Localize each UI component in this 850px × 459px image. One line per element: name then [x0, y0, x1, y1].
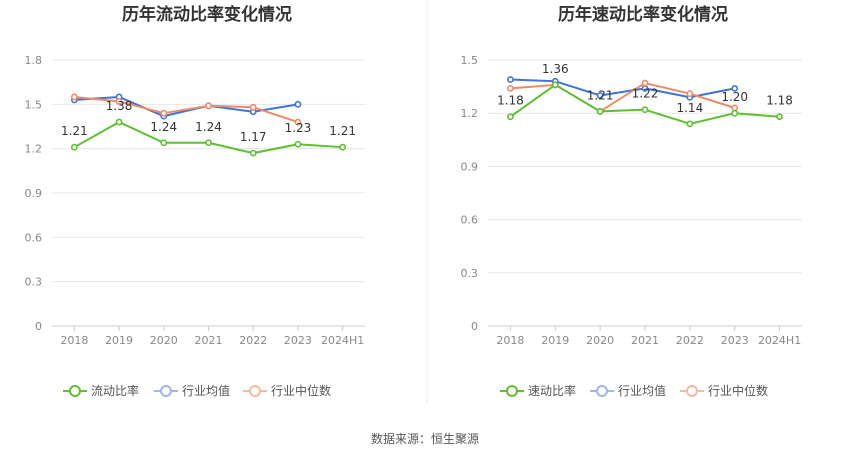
data-point [641, 79, 649, 87]
data-label: 1.18 [766, 94, 793, 108]
legend-label: 行业中位数 [708, 383, 768, 398]
x-tick-label: 2018 [60, 334, 88, 347]
x-tick-label: 2022 [676, 334, 704, 347]
data-point [507, 84, 514, 92]
data-point [551, 81, 559, 89]
y-tick-label: 0 [471, 320, 478, 333]
y-tick-label: 1.5 [461, 54, 479, 67]
y-tick-label: 0 [35, 320, 42, 333]
data-label: 1.36 [542, 62, 569, 76]
data-label: 1.17 [240, 130, 267, 144]
data-point [731, 84, 739, 92]
x-tick-label: 2019 [105, 334, 133, 347]
x-tick-label: 2021 [195, 334, 223, 347]
data-point [596, 92, 604, 99]
data-point [596, 108, 604, 115]
legend-label: 行业均值 [618, 383, 666, 398]
data-point [686, 90, 694, 98]
data-point [160, 139, 168, 147]
x-tick-label: 2022 [239, 334, 267, 347]
legend-item-0[interactable]: 速动比率 [500, 383, 576, 398]
legend-item-2[interactable]: 行业中位数 [243, 383, 331, 398]
data-point [70, 143, 78, 151]
data-point [294, 140, 302, 148]
y-tick-label: 0.9 [461, 160, 479, 173]
data-point [641, 106, 649, 114]
data-label: 1.18 [497, 94, 524, 108]
data-point [70, 93, 78, 101]
y-tick-label: 1.2 [461, 107, 479, 120]
data-point [115, 97, 123, 105]
series-line-2 [510, 82, 736, 113]
x-tick-label: 2019 [541, 334, 569, 347]
x-tick-label: 2024H1 [758, 334, 801, 347]
chart-title: 历年速动比率变化情况 [558, 4, 728, 25]
x-tick-label: 2020 [586, 334, 614, 347]
data-point [507, 113, 514, 121]
data-point [731, 109, 739, 117]
y-tick-label: 0.3 [25, 276, 43, 289]
data-label: 1.21 [329, 124, 356, 138]
data-point [776, 113, 783, 121]
data-point [731, 104, 739, 112]
x-tick-label: 2021 [631, 334, 659, 347]
data-point [339, 143, 347, 151]
data-label: 1.24 [150, 120, 177, 134]
legend-swatch-marker [596, 385, 608, 397]
legend-label: 流动比率 [91, 383, 139, 398]
chart-title: 历年流动比率变化情况 [122, 4, 292, 25]
data-label: 1.22 [632, 87, 659, 101]
legend-swatch-marker [160, 385, 172, 397]
data-label: 1.21 [587, 88, 614, 102]
legend-swatch-marker [69, 385, 81, 397]
data-point [249, 103, 257, 111]
current-ratio-chart: 历年流动比率变化情况 0 0.3 0.6 0.9 1.2 1.5 1.8 2018 2019 202… [25, 4, 365, 398]
legend-swatch-marker [249, 385, 261, 397]
source-note: 数据来源：恒生聚源 [371, 431, 479, 446]
y-tick-label: 0.6 [461, 214, 479, 227]
y-tick-label: 0.3 [461, 267, 479, 280]
data-label: 1.23 [285, 121, 312, 135]
x-tick-label: 2020 [150, 334, 178, 347]
data-label: 1.20 [721, 90, 748, 104]
y-tick-label: 1.5 [25, 98, 43, 111]
data-point [294, 100, 302, 108]
data-point [507, 76, 514, 83]
legend-label: 速动比率 [528, 383, 576, 398]
x-tick-label: 2018 [496, 334, 524, 347]
legend-label: 行业均值 [182, 383, 230, 398]
x-tick-label: 2023 [721, 334, 749, 347]
data-point [205, 139, 212, 147]
y-tick-label: 1.2 [25, 143, 43, 156]
data-label: 1.21 [61, 124, 88, 138]
legend-item-1[interactable]: 行业均值 [154, 383, 230, 398]
data-point [115, 118, 123, 126]
quick-ratio-chart: 历年速动比率变化情况 0 0.3 0.6 0.9 1.2 1.5 2018 2019 2020 20… [461, 4, 802, 398]
y-tick-label: 0.6 [25, 231, 43, 244]
legend-label: 行业中位数 [271, 383, 331, 398]
legend-swatch-marker [506, 385, 518, 397]
data-point [249, 149, 257, 157]
legend-swatch-marker [686, 385, 698, 397]
data-point [294, 118, 302, 126]
data-point [160, 109, 168, 117]
data-label: 1.14 [676, 101, 703, 115]
y-tick-label: 0.9 [25, 187, 43, 200]
x-tick-label: 2023 [284, 334, 312, 347]
series-line-2 [74, 95, 299, 124]
data-point [205, 102, 212, 110]
legend-item-2[interactable]: 行业中位数 [680, 383, 768, 398]
data-label: 1.38 [106, 99, 133, 113]
legend-item-0[interactable]: 流动比率 [63, 383, 139, 398]
legend-item-1[interactable]: 行业均值 [590, 383, 666, 398]
data-point [686, 120, 694, 128]
y-tick-label: 1.8 [25, 54, 43, 67]
data-label: 1.24 [195, 120, 222, 134]
series-line-1 [510, 78, 735, 99]
x-tick-label: 2024H1 [321, 334, 364, 347]
